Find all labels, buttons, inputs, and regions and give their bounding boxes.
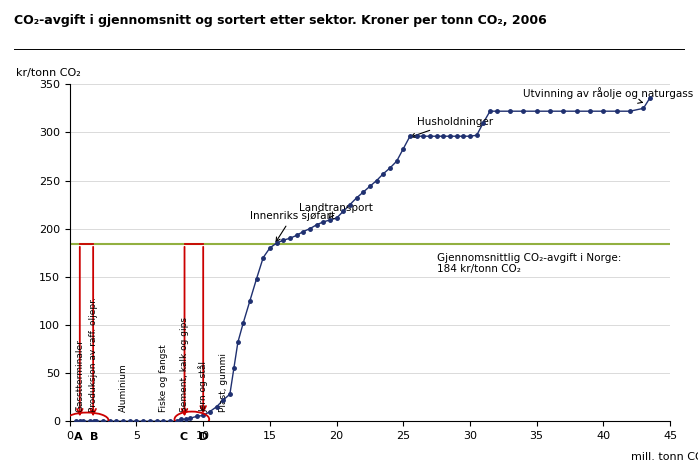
Text: Aluminium: Aluminium (119, 363, 128, 411)
Text: Sement, kalk og gips: Sement, kalk og gips (180, 316, 189, 411)
Text: Utvinning av råolje og naturgass: Utvinning av råolje og naturgass (524, 87, 694, 103)
Text: Innenriks sjøfart: Innenriks sjøfart (250, 211, 335, 241)
Text: kr/tonn CO₂: kr/tonn CO₂ (16, 67, 80, 78)
Text: Gjennomsnittlig CO₂-avgift i Norge:
184 kr/tonn CO₂: Gjennomsnittlig CO₂-avgift i Norge: 184 … (437, 253, 621, 274)
Text: Jern og stål: Jern og stål (198, 360, 208, 411)
Text: B: B (89, 432, 98, 442)
Text: Gasstterminaler: Gasstterminaler (75, 339, 84, 411)
Text: Plast, gummi: Plast, gummi (218, 352, 228, 411)
Text: Produksjon av raff. oljepr.: Produksjon av raff. oljepr. (89, 297, 98, 411)
X-axis label: mill. tonn CO₂: mill. tonn CO₂ (632, 452, 698, 461)
Text: CO₂-avgift i gjennomsnitt og sortert etter sektor. Kroner per tonn CO₂, 2006: CO₂-avgift i gjennomsnitt og sortert ett… (14, 14, 547, 27)
Text: Fiske og fangst: Fiske og fangst (158, 344, 168, 411)
Text: A: A (74, 432, 83, 442)
Text: C: C (179, 432, 187, 442)
Text: Husholdninger: Husholdninger (411, 117, 493, 138)
Text: Landtransport: Landtransport (299, 203, 373, 219)
Text: D: D (199, 432, 209, 442)
